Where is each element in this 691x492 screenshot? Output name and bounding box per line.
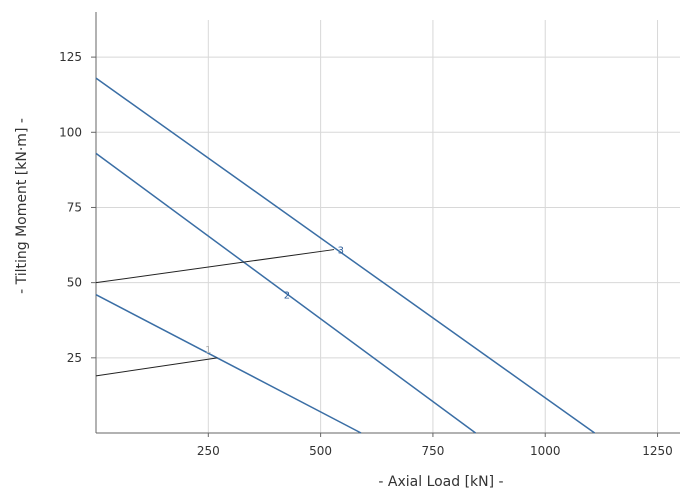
curve-number-label: 3 [338, 246, 344, 257]
y-axis-title: - Tilting Moment [kN·m] - [14, 118, 30, 294]
y-tick-label: 75 [67, 200, 82, 214]
x-tick-labels: 250 500 750 1000 1250 [197, 433, 673, 458]
curve-labels: 1 2 3 [205, 246, 344, 356]
curve-number-label: 1 [205, 345, 211, 356]
y-tick-label: 125 [59, 50, 82, 64]
x-tick-label: 250 [197, 444, 220, 458]
y-tick-labels: 25 50 75 100 125 [59, 50, 96, 365]
grid [96, 20, 680, 433]
x-tick-label: 1000 [530, 444, 561, 458]
y-tick-label: 50 [67, 276, 82, 290]
x-tick-label: 1250 [642, 444, 673, 458]
x-tick-label: 500 [309, 444, 332, 458]
x-tick-label: 750 [421, 444, 444, 458]
limit-curve-line [95, 152, 477, 434]
operating-load-line [95, 357, 218, 377]
limit-curve-line [95, 77, 596, 434]
series [95, 77, 596, 434]
limit-curve-line [95, 294, 362, 434]
operating-load-line [95, 249, 335, 284]
y-tick-label: 25 [67, 351, 82, 365]
curve-number-label: 2 [284, 291, 290, 302]
y-tick-label: 100 [59, 125, 82, 139]
axes [95, 12, 680, 434]
x-axis-title: - Axial Load [kN] - [378, 474, 503, 490]
